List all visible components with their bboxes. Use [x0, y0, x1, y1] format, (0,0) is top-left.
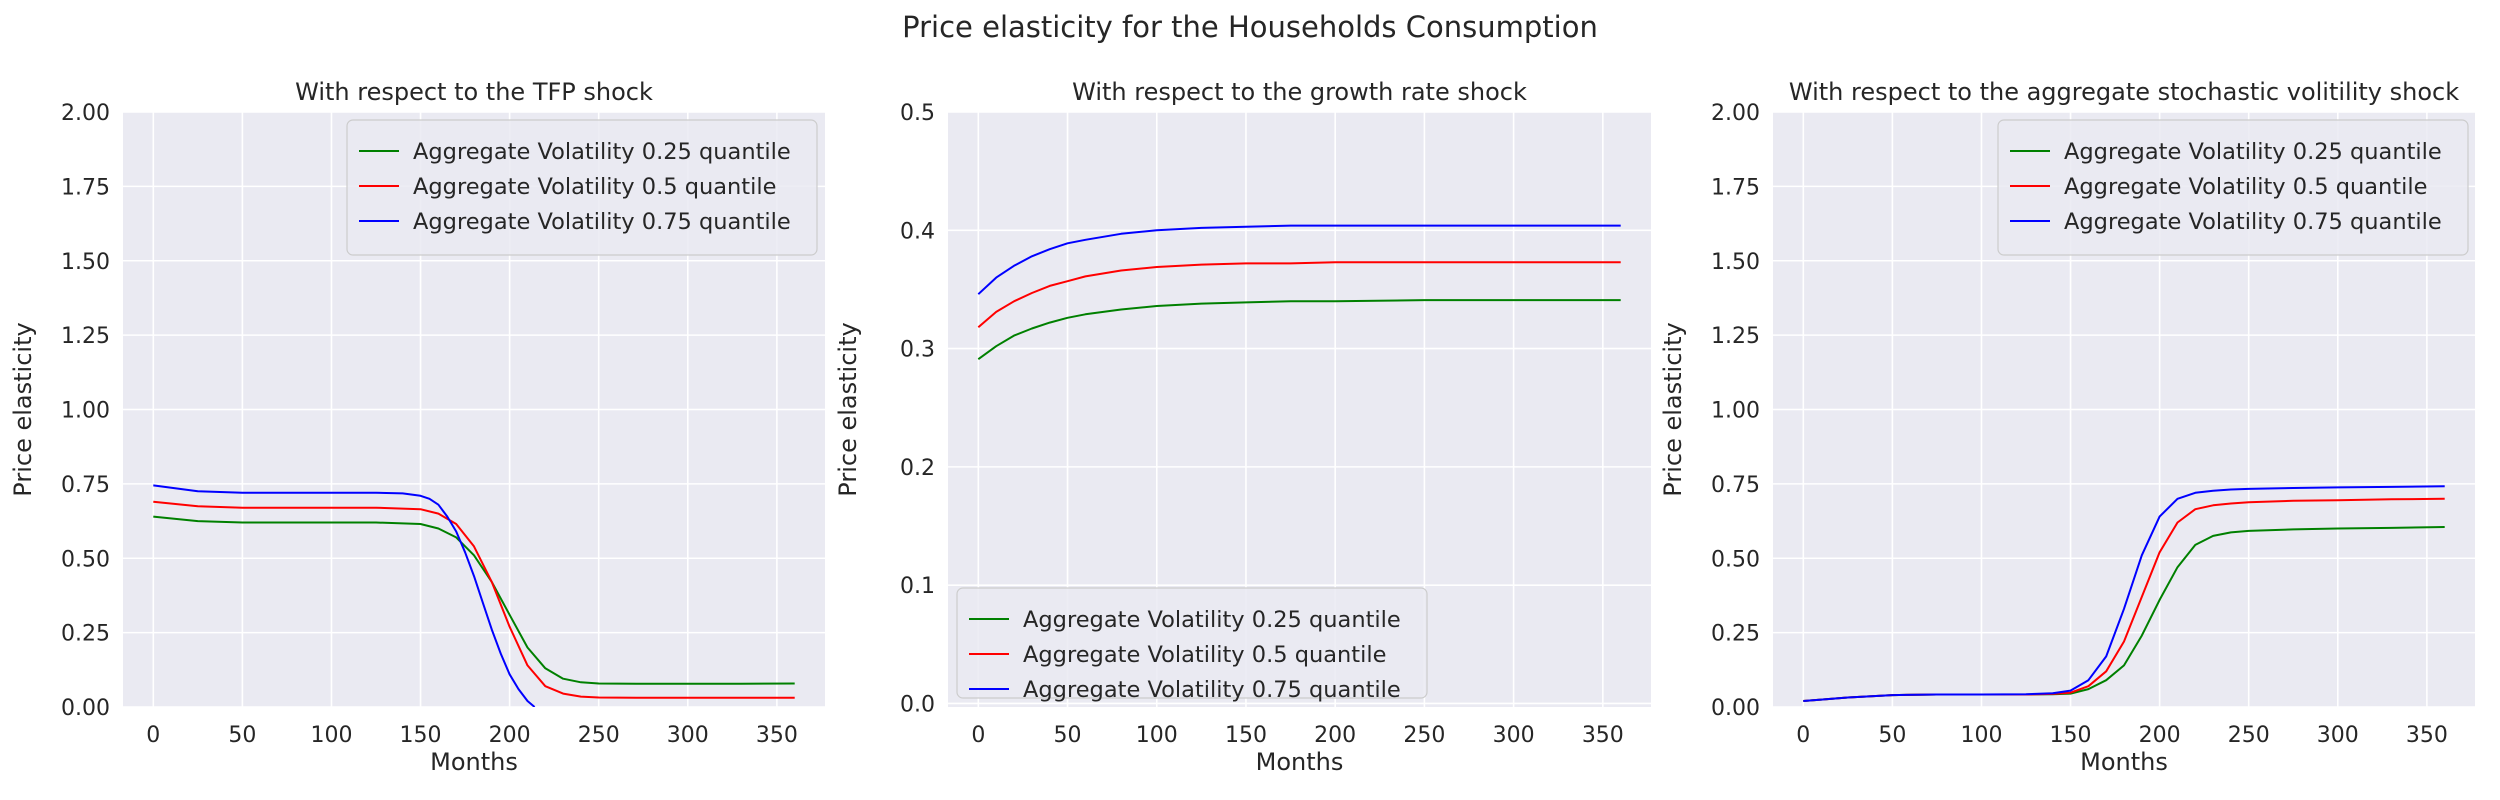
chart-panel-2: 0 50 100 150 200 250 300 350 0.0 0.1 0.2 0.3 0.4 0.5 W… — [834, 78, 1651, 776]
x-tick-label: 350 — [756, 723, 798, 748]
y-tick-label: 0.4 — [900, 219, 935, 244]
legend-entry: Aggregate Volatility 0.75 quantile — [1023, 677, 1401, 703]
y-axis-label: Price elasticity — [9, 322, 37, 496]
y-tick-label: 0.00 — [1711, 696, 1760, 721]
legend-entry: Aggregate Volatility 0.75 quantile — [2064, 209, 2442, 235]
x-tick-label: 0 — [146, 723, 160, 748]
y-tick-label: 1.50 — [61, 250, 110, 275]
x-tick-label: 150 — [2050, 723, 2092, 748]
legend-entry: Aggregate Volatility 0.5 quantile — [413, 174, 776, 200]
x-tick-label: 200 — [489, 723, 531, 748]
chart-panel-3: 0 50 100 150 200 250 300 350 0.00 0.25 0.50 0.75 1.0… — [1659, 78, 2475, 776]
legend-entry: Aggregate Volatility 0.25 quantile — [1023, 607, 1401, 633]
x-tick-label: 50 — [1054, 723, 1082, 748]
y-tick-label: 1.75 — [1711, 175, 1760, 200]
y-tick-label: 1.50 — [1711, 250, 1760, 275]
x-tick-label: 150 — [400, 723, 442, 748]
x-tick-label: 150 — [1225, 723, 1267, 748]
x-tick-label: 0 — [1796, 723, 1810, 748]
y-axis-label: Price elasticity — [1659, 322, 1687, 496]
panel-title: With respect to the TFP shock — [295, 78, 653, 106]
legend: Aggregate Volatility 0.25 quantile Aggreg… — [957, 588, 1427, 703]
y-tick-label: 2.00 — [1711, 101, 1760, 126]
x-axis-label: Months — [430, 748, 518, 776]
legend: Aggregate Volatility 0.25 quantile Aggreg… — [347, 120, 817, 255]
x-tick-label: 250 — [1403, 723, 1445, 748]
legend: Aggregate Volatility 0.25 quantile Aggreg… — [1998, 120, 2468, 255]
legend-entry: Aggregate Volatility 0.5 quantile — [2064, 174, 2427, 200]
y-tick-label: 1.25 — [61, 324, 110, 349]
x-tick-label: 250 — [578, 723, 620, 748]
y-tick-label: 0.00 — [61, 696, 110, 721]
y-tick-label: 2.00 — [61, 101, 110, 126]
x-tick-label: 50 — [1878, 723, 1906, 748]
x-tick-label: 300 — [667, 723, 709, 748]
x-axis-label: Months — [1256, 748, 1344, 776]
legend-entry: Aggregate Volatility 0.25 quantile — [2064, 139, 2442, 165]
y-tick-label: 1.75 — [61, 175, 110, 200]
x-tick-label: 200 — [2139, 723, 2181, 748]
x-tick-label: 0 — [971, 723, 985, 748]
y-tick-label: 0.0 — [900, 692, 935, 717]
panel-title: With respect to the aggregate stochastic… — [1789, 78, 2459, 106]
legend-entry: Aggregate Volatility 0.25 quantile — [413, 139, 791, 165]
y-tick-label: 1.25 — [1711, 324, 1760, 349]
panel-title: With respect to the growth rate shock — [1072, 78, 1527, 106]
x-tick-label: 300 — [1493, 723, 1535, 748]
legend-entry: Aggregate Volatility 0.5 quantile — [1023, 642, 1386, 668]
x-tick-label: 300 — [2317, 723, 2359, 748]
x-tick-label: 350 — [2406, 723, 2448, 748]
y-tick-label: 0.3 — [900, 338, 935, 363]
y-tick-label: 0.75 — [1711, 473, 1760, 498]
chart-panel-1: 0 50 100 150 200 250 300 350 0.00 0.25 0.50 0.75 1.0… — [9, 78, 825, 776]
x-tick-label: 100 — [1960, 723, 2002, 748]
x-tick-label: 100 — [310, 723, 352, 748]
y-tick-label: 1.00 — [61, 399, 110, 424]
y-tick-label: 0.1 — [900, 574, 935, 599]
x-axis-label: Months — [2080, 748, 2168, 776]
y-tick-label: 0.50 — [1711, 547, 1760, 572]
y-tick-label: 0.25 — [61, 622, 110, 647]
legend-entry: Aggregate Volatility 0.75 quantile — [413, 209, 791, 235]
x-tick-label: 200 — [1314, 723, 1356, 748]
x-tick-label: 100 — [1136, 723, 1178, 748]
x-tick-label: 250 — [2228, 723, 2270, 748]
y-tick-label: 0.5 — [900, 101, 935, 126]
y-tick-label: 1.00 — [1711, 399, 1760, 424]
y-tick-label: 0.2 — [900, 456, 935, 481]
x-tick-label: 50 — [228, 723, 256, 748]
y-tick-label: 0.75 — [61, 473, 110, 498]
y-tick-label: 0.25 — [1711, 622, 1760, 647]
y-axis-label: Price elasticity — [834, 322, 862, 496]
x-tick-label: 350 — [1582, 723, 1624, 748]
y-tick-label: 0.50 — [61, 547, 110, 572]
